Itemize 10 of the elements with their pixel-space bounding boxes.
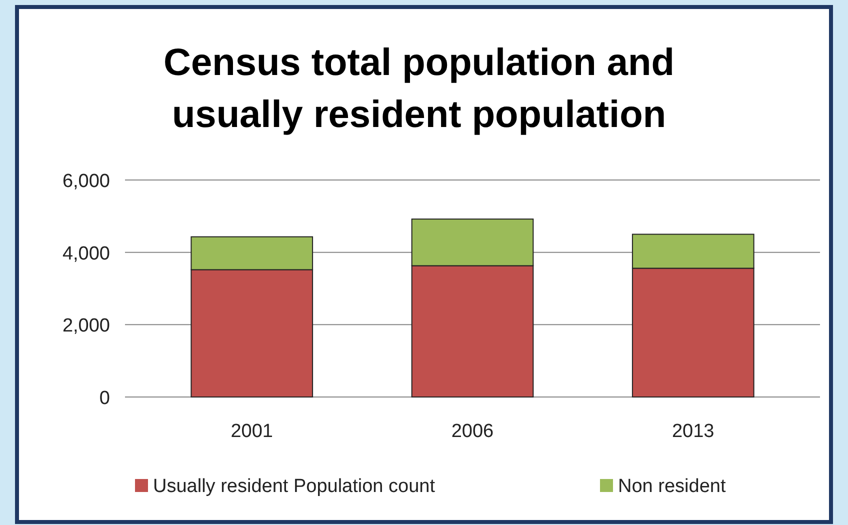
x-tick-label: 2013: [672, 421, 714, 442]
x-tick-label: 2001: [230, 421, 274, 442]
y-tick-label: 4,000: [62, 243, 110, 264]
y-tick-label: 2,000: [62, 316, 110, 337]
chart-title: Census total population and usually resident population: [164, 42, 674, 136]
x-tick-label: 2006: [451, 421, 494, 442]
y-tick-label: 0: [99, 388, 110, 409]
legend-label: Non resident: [618, 476, 726, 497]
y-tick-label: 6,000: [62, 171, 110, 192]
legend-label: Usually resident Population count: [153, 476, 436, 497]
